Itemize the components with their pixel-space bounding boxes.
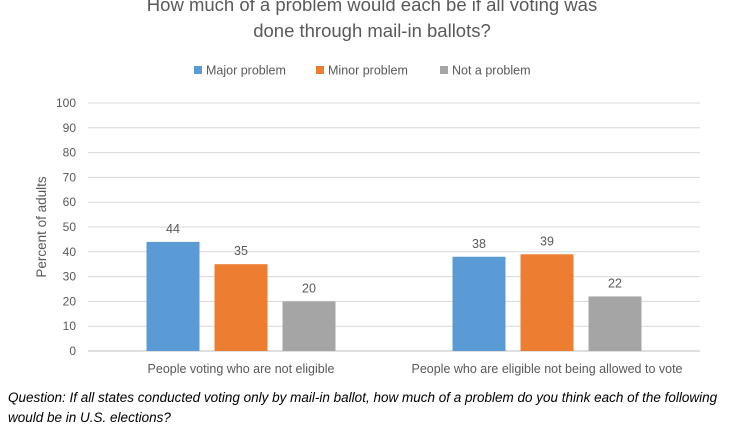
bar-not-a-problem-2 xyxy=(588,296,642,351)
y-axis-label: Percent of adults xyxy=(34,176,49,278)
y-axis-ticks: 0 10 20 30 40 50 60 70 80 90 100 xyxy=(56,96,76,358)
y-tick-label-50: 50 xyxy=(63,220,77,234)
data-label-not-a-problem-1: 20 xyxy=(302,281,316,295)
bar-minor-problem-2 xyxy=(520,254,574,351)
legend-swatch-not-a-problem xyxy=(440,66,448,74)
y-tick-label-20: 20 xyxy=(63,294,77,308)
legend-swatch-minor-problem xyxy=(316,66,324,74)
y-tick-label-90: 90 xyxy=(63,121,77,135)
data-label-minor-problem-2: 39 xyxy=(540,234,554,248)
y-tick-label-40: 40 xyxy=(63,245,77,259)
y-tick-label-0: 0 xyxy=(69,344,76,358)
bar-chart: How much of a problem would each be if a… xyxy=(34,0,700,376)
chart-title-line-2: done through mail-in ballots? xyxy=(253,20,491,41)
chart-area: How much of a problem would each be if a… xyxy=(34,0,700,376)
bar-minor-problem-1 xyxy=(214,264,268,351)
data-label-major-problem-2: 38 xyxy=(472,237,486,251)
legend-label-not-a-problem: Not a problem xyxy=(452,64,531,78)
bars xyxy=(146,241,642,351)
chart-title-line-1: How much of a problem would each be if a… xyxy=(147,0,597,15)
x-axis-categories: People voting who are not eligible People… xyxy=(148,362,683,376)
question-footnote: Question: If all states conducted voting… xyxy=(8,390,718,425)
bar-not-a-problem-1 xyxy=(282,301,336,351)
y-tick-label-70: 70 xyxy=(63,170,77,184)
y-tick-label-80: 80 xyxy=(63,146,77,160)
data-label-major-problem-1: 44 xyxy=(166,222,180,236)
legend-label-minor-problem: Minor problem xyxy=(328,64,408,78)
chart-title: How much of a problem would each be if a… xyxy=(147,0,597,41)
y-tick-label-10: 10 xyxy=(63,319,77,333)
bar-major-problem-1 xyxy=(146,241,200,351)
bar-major-problem-2 xyxy=(452,256,506,351)
x-category-label-1: People voting who are not eligible xyxy=(148,362,335,376)
data-label-not-a-problem-2: 22 xyxy=(608,276,622,290)
y-tick-label-100: 100 xyxy=(56,96,76,110)
data-labels: 44 35 20 38 39 22 xyxy=(166,222,622,296)
y-tick-label-60: 60 xyxy=(63,195,77,209)
legend-label-major-problem: Major problem xyxy=(206,64,286,78)
x-category-label-2: People who are eligible not being allowe… xyxy=(411,362,682,376)
legend-swatch-major-problem xyxy=(194,66,202,74)
legend: Major problem Minor problem Not a problem xyxy=(194,64,531,78)
data-label-minor-problem-1: 35 xyxy=(234,244,248,258)
y-tick-label-30: 30 xyxy=(63,270,77,284)
y-axis-title: Percent of adults xyxy=(34,176,49,278)
